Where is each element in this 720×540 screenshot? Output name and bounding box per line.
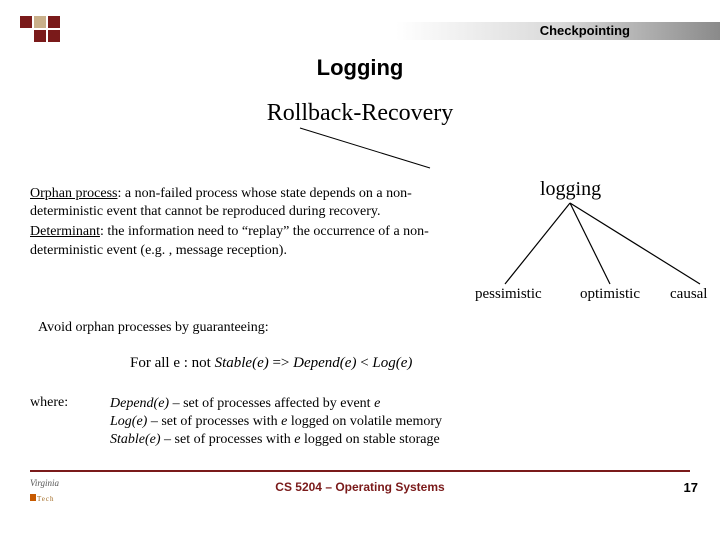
formula-prefix: For all e : not <box>130 355 215 371</box>
definitions-block: Orphan process: a non-failed process who… <box>30 185 450 260</box>
formula: For all e : not Stable(e) => Depend(e) <… <box>130 355 412 372</box>
where-line: Stable(e) – set of processes with e logg… <box>110 431 670 449</box>
formula-log: Log(e) <box>372 355 412 371</box>
where-desc: – set of processes with <box>161 432 295 447</box>
orphan-def: Orphan process: a non-failed process who… <box>30 185 450 221</box>
logo-block-icon <box>30 494 36 501</box>
formula-mid1: => <box>269 355 293 371</box>
footer-course: CS 5204 – Operating Systems <box>0 480 720 494</box>
tree-root: logging <box>540 178 601 201</box>
formula-mid2: < <box>356 355 372 371</box>
where-fn: Stable(e) <box>110 432 161 447</box>
where-definitions: Depend(e) – set of processes affected by… <box>110 395 670 450</box>
where-tail: e <box>374 396 380 411</box>
where-desc: – set of processes affected by event <box>169 396 374 411</box>
formula-depend: Depend(e) <box>293 355 356 371</box>
determinant-def: Determinant: the information need to “re… <box>30 223 450 259</box>
where-rest: logged on volatile memory <box>287 414 442 429</box>
where-rest: logged on stable storage <box>301 432 440 447</box>
where-line: Depend(e) – set of processes affected by… <box>110 395 670 413</box>
where-line: Log(e) – set of processes with e logged … <box>110 413 670 431</box>
orphan-term: Orphan process <box>30 186 117 201</box>
where-desc: – set of processes with <box>147 414 281 429</box>
avoid-text: Avoid orphan processes by guaranteeing: <box>38 320 269 336</box>
where-fn: Depend(e) <box>110 396 169 411</box>
formula-stable: Stable(e) <box>215 355 269 371</box>
footer-line <box>30 470 690 472</box>
logging-tree: logging pessimistic optimistic causal <box>470 178 710 318</box>
tree-leaf-causal: causal <box>670 286 707 303</box>
determinant-term: Determinant <box>30 224 100 239</box>
where-fn: Log(e) <box>110 414 147 429</box>
where-label: where: <box>30 395 68 411</box>
page-number: 17 <box>684 480 698 495</box>
logo-sub-text: Tech <box>37 495 55 503</box>
tree-leaf-pessimistic: pessimistic <box>475 286 542 303</box>
tree-leaf-optimistic: optimistic <box>580 286 640 303</box>
